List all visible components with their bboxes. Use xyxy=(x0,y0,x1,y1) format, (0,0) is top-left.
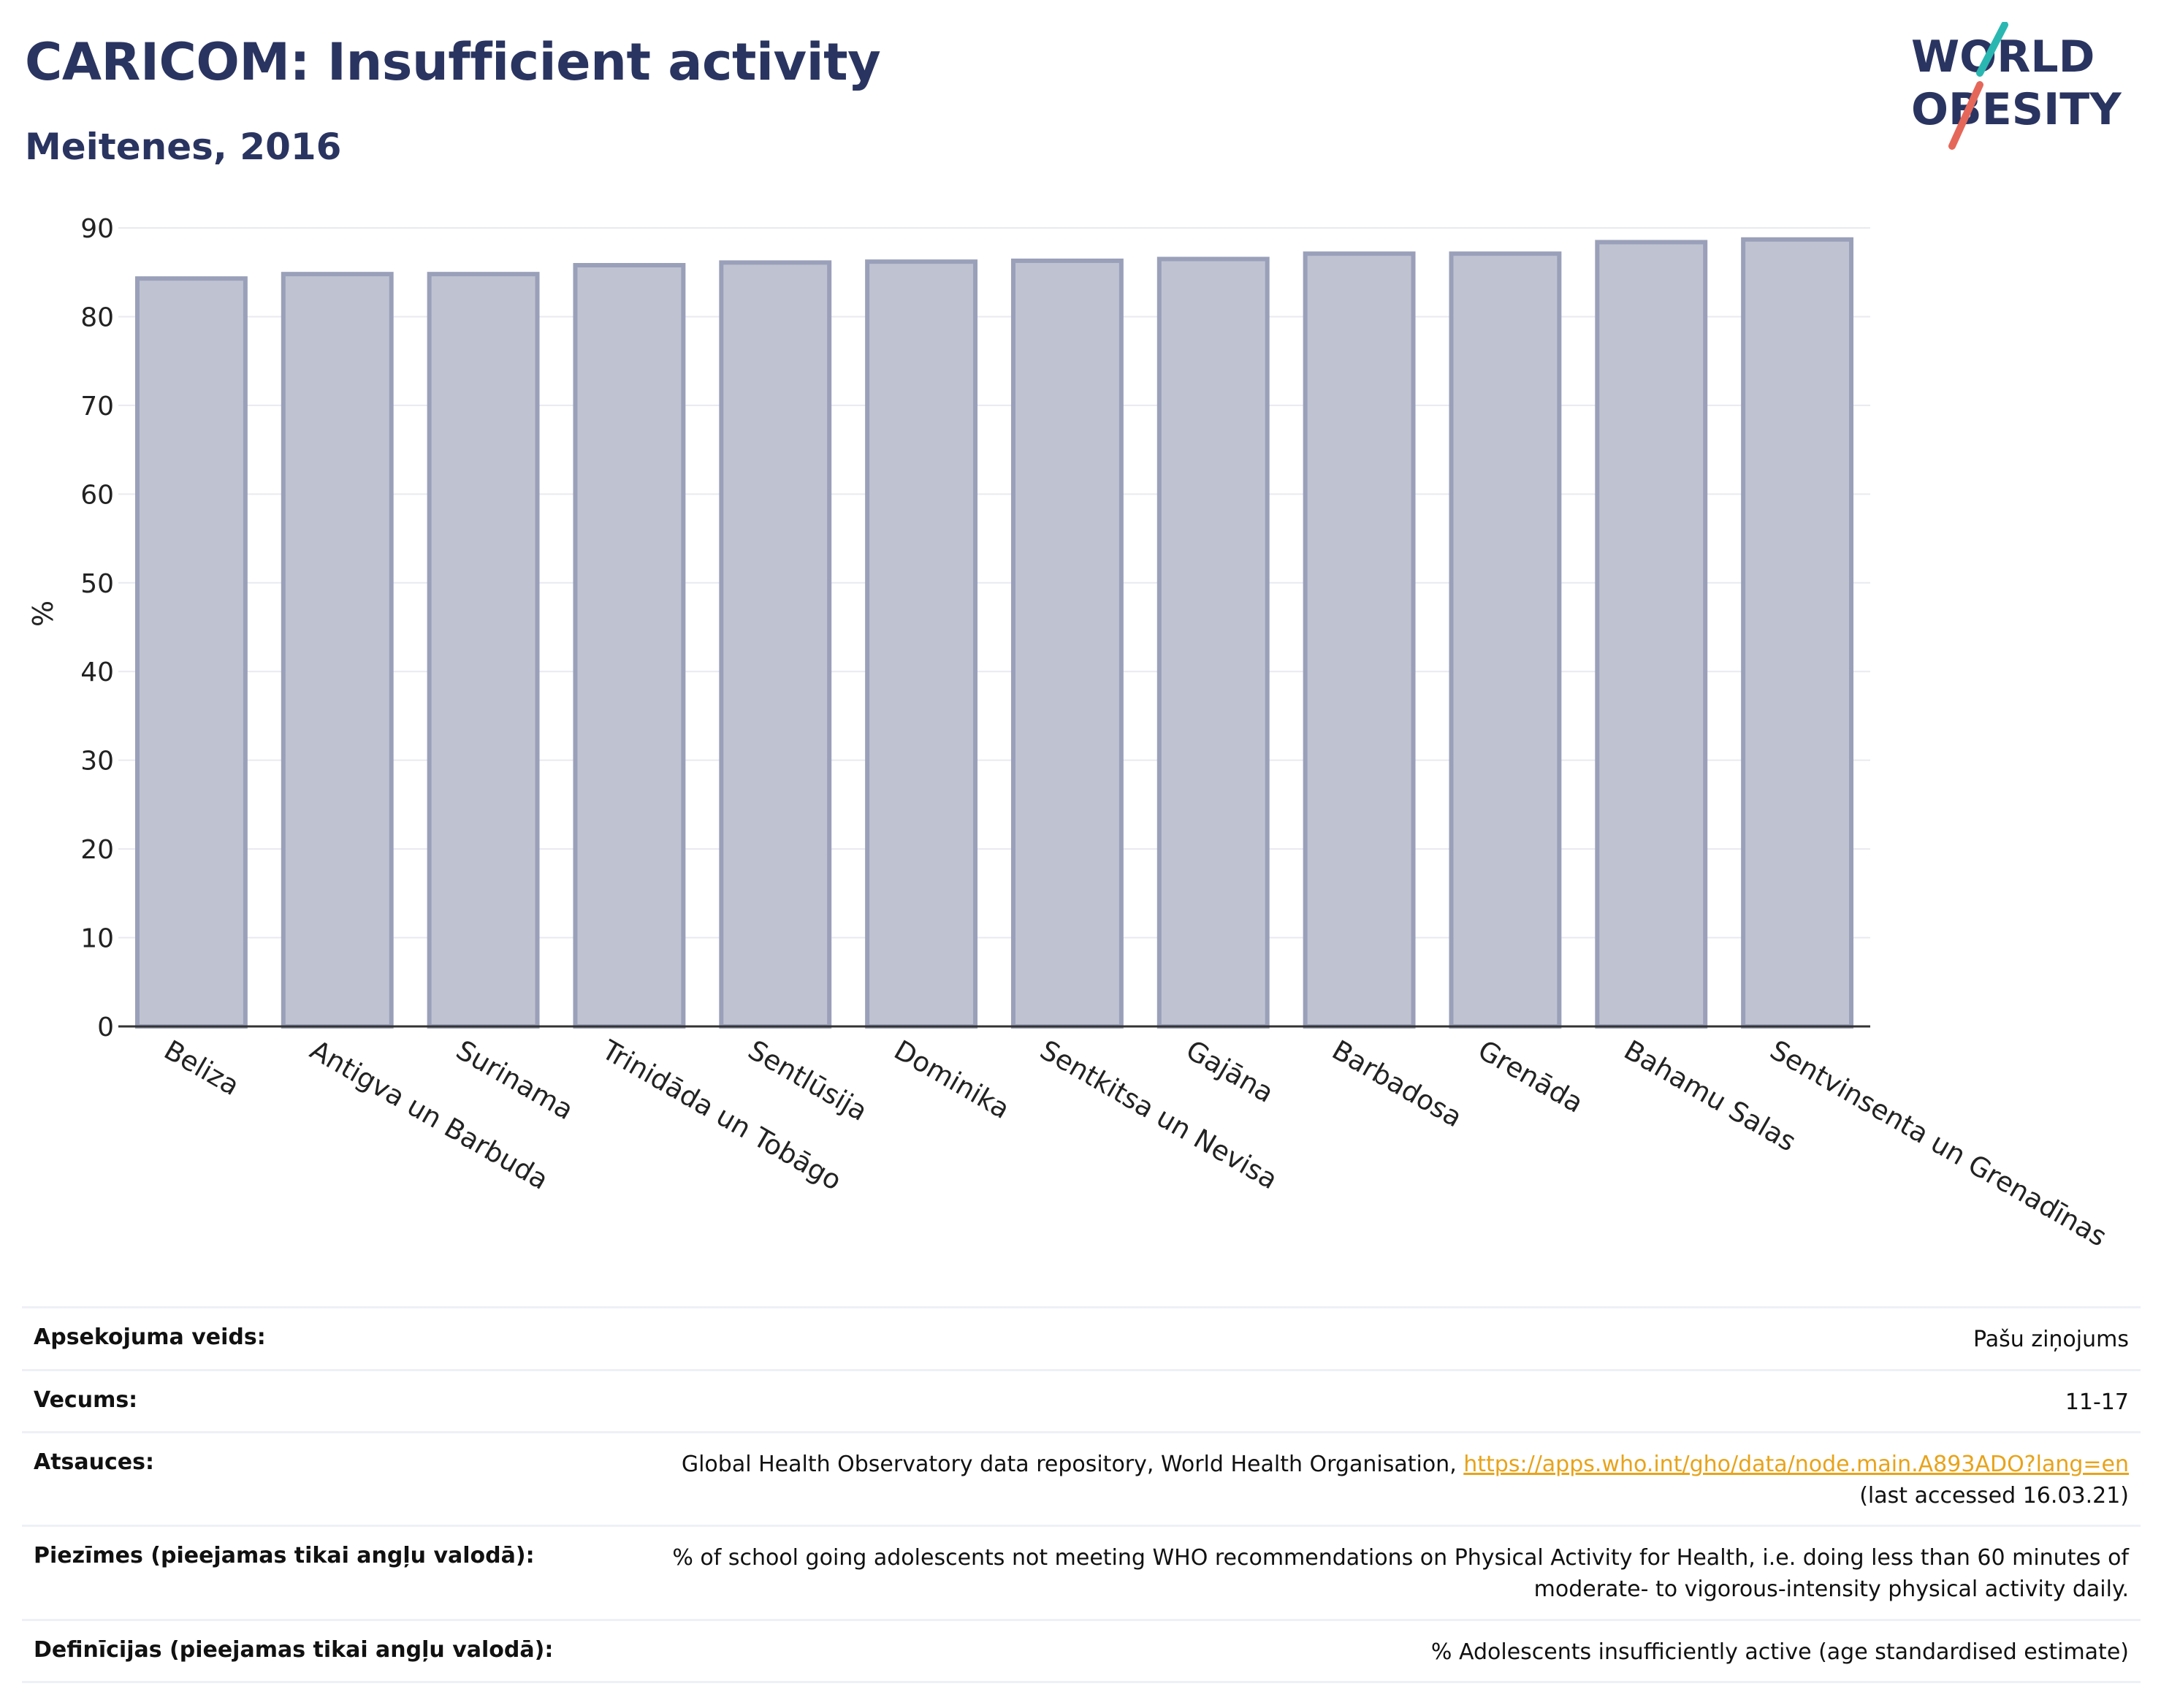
y-tick-label: 20 xyxy=(80,835,114,865)
info-row-survey-type: Apsekojuma veids: Pašu ziņojums xyxy=(22,1306,2141,1369)
bar xyxy=(1595,240,1708,1029)
info-table: Apsekojuma veids: Pašu ziņojums Vecums: … xyxy=(22,1306,2141,1684)
x-tick-label: Dominika xyxy=(889,1034,1015,1126)
bar xyxy=(427,272,540,1029)
y-tick-label: 30 xyxy=(80,747,114,777)
bar xyxy=(865,259,978,1029)
logo-slash-coral xyxy=(1948,81,1983,150)
chart-subtitle: Meitenes, 2016 xyxy=(25,126,342,168)
x-tick-label: Surinama xyxy=(451,1034,579,1126)
x-tick-label: Grenāda xyxy=(1473,1034,1588,1119)
x-tick-label: Sentlūsija xyxy=(743,1034,873,1127)
y-tick-label: 60 xyxy=(80,480,114,510)
bar xyxy=(719,260,832,1029)
bars xyxy=(134,237,1854,1029)
y-tick-label: 40 xyxy=(80,657,114,687)
info-row-age: Vecums: 11-17 xyxy=(22,1368,2141,1432)
y-tick-label: 80 xyxy=(80,302,114,332)
x-tick-label: Gajāna xyxy=(1181,1034,1278,1109)
x-tick-label: Barbadosa xyxy=(1327,1034,1468,1134)
info-label: Atsauces: xyxy=(34,1449,154,1476)
reference-link[interactable]: https://apps.who.int/gho/data/node.main.… xyxy=(1463,1452,2129,1478)
x-tick-label: Trinidāda un Tobāgo xyxy=(596,1034,847,1197)
x-tick-label: Beliza xyxy=(159,1034,244,1102)
y-tick-label: 70 xyxy=(80,392,114,422)
y-tick-label: 90 xyxy=(80,214,114,244)
bar xyxy=(1449,251,1562,1029)
y-tick-label: 10 xyxy=(80,924,114,954)
bar xyxy=(1156,256,1270,1029)
bar xyxy=(573,263,686,1029)
info-row-notes: Piezīmes (pieejamas tikai angļu valodā):… xyxy=(22,1525,2141,1618)
logo-slash-teal xyxy=(1976,22,2008,77)
chart-title: CARICOM: Insufficient activity xyxy=(25,32,881,92)
bar xyxy=(1741,237,1854,1029)
bar-chart: 0 10 20 30 40 50 60 70 80 90 Beliza Antigva un Bar… xyxy=(27,214,2112,1253)
world-obesity-logo: WORLD OBESITY xyxy=(1911,22,2122,150)
info-label: Vecums: xyxy=(34,1387,138,1413)
x-tick-label: Antigva un Barbuda xyxy=(305,1034,554,1196)
gridlines xyxy=(118,227,1870,939)
logo-text-obesity: OBESITY xyxy=(1911,84,2122,135)
y-axis-label: % xyxy=(27,601,59,627)
bar xyxy=(1303,251,1416,1029)
x-tick-label: Sentvinsenta un Grenadīnas xyxy=(1765,1034,2112,1253)
logo-text-world: WORLD xyxy=(1911,31,2095,83)
notes-line-1: % of school going adolescents not meetin… xyxy=(672,1545,2129,1571)
info-value: Global Health Observatory data repositor… xyxy=(682,1449,2129,1511)
info-row-references: Atsauces: Global Health Observatory data… xyxy=(22,1431,2141,1525)
x-tick-label: Sentkitsa un Nevisa xyxy=(1034,1034,1283,1196)
bar xyxy=(1010,258,1124,1029)
y-tick-label: 0 xyxy=(97,1013,114,1042)
reference-accessed: (last accessed 16.03.21) xyxy=(1859,1482,2129,1509)
info-label: Apsekojuma veids: xyxy=(34,1324,266,1350)
info-value: % Adolescents insufficiently active (age… xyxy=(1430,1639,2129,1665)
y-tick-label: 50 xyxy=(80,569,114,599)
info-label: Definīcijas (pieejamas tikai angļu valod… xyxy=(34,1636,554,1663)
info-value: % of school going adolescents not meetin… xyxy=(672,1543,2129,1605)
info-value: Pašu ziņojums xyxy=(1973,1327,2129,1352)
y-axis-ticks: 0 10 20 30 40 50 60 70 80 90 xyxy=(80,214,114,1042)
info-row-definitions: Definīcijas (pieejamas tikai angļu valod… xyxy=(22,1618,2141,1684)
reference-text: Global Health Observatory data repositor… xyxy=(681,1452,1464,1478)
bar xyxy=(281,272,394,1029)
notes-line-2: moderate- to vigorous-intensity physical… xyxy=(1533,1576,2129,1602)
info-label: Piezīmes (pieejamas tikai angļu valodā): xyxy=(34,1543,535,1569)
info-value: 11-17 xyxy=(2065,1389,2129,1415)
bar xyxy=(134,276,248,1029)
